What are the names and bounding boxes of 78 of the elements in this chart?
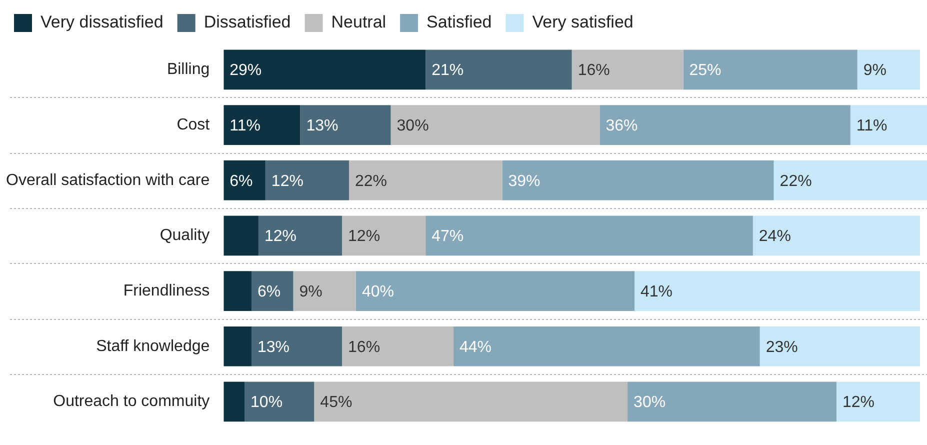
bar [224,50,426,90]
data-label: 11% [856,117,888,134]
data-label: 30% [396,117,429,134]
data-label: 22% [780,172,812,190]
data-label: 30% [634,394,666,412]
data-label: 12% [271,172,304,190]
data-label: 29% [230,62,262,80]
data-label: 24% [758,228,791,246]
data-label: 12% [348,228,380,246]
bar [224,326,252,366]
y-tick-label: Quality [160,227,210,244]
legend-label: Satisfied [426,12,492,32]
bar [502,160,774,200]
bar [314,382,628,422]
bar [426,50,572,90]
bar [752,216,920,256]
data-label: 47% [432,228,464,246]
data-label: 39% [508,172,540,190]
bar [628,382,836,422]
data-label: 16% [348,338,380,356]
data-label: 23% [766,338,798,356]
bar [683,50,858,90]
bar [224,382,245,422]
bar [342,326,454,366]
bar [453,326,760,366]
y-tick-label: Cost [176,116,210,134]
data-label: 41% [640,283,673,300]
data-label: 16% [578,62,610,80]
bar [348,160,502,200]
y-tick-label: Staff knowledge [96,338,210,355]
legend-label: Very satisfied [532,12,634,32]
data-label: 25% [689,62,722,80]
data-label: 45% [320,394,352,412]
data-label: 22% [354,172,388,190]
bar [244,382,314,422]
data-label: 13% [306,117,338,134]
y-tick-label: Friendliness [123,282,210,300]
data-label: 13% [257,338,290,356]
data-label: 9% [299,283,322,300]
bar [224,271,252,311]
bar [224,216,258,256]
y-tick-label: Overall satisfaction with care [6,172,210,189]
bar [356,271,635,311]
bar [426,216,753,256]
bar [850,105,927,145]
y-tick-label: Billing [166,61,210,78]
data-label: 6% [230,172,253,190]
data-label: 9% [863,62,886,80]
bar [251,271,294,311]
bar [342,216,426,256]
bar [774,160,927,200]
bar [300,105,391,145]
legend-label: Neutral [331,12,386,32]
bar [390,105,600,145]
y-tick-label: Outreach to commuity [53,393,210,410]
data-label: 6% [257,283,281,300]
bar [258,216,342,256]
bar [857,50,920,90]
data-label: 21% [432,62,464,80]
data-label: 12% [842,394,874,412]
bar [572,50,684,90]
data-label: 40% [362,283,394,300]
data-label: 12% [264,228,296,246]
bar [760,326,920,366]
bar [224,160,266,200]
bar [265,160,349,200]
bar [600,105,850,145]
data-label: 36% [606,117,638,134]
bar [224,105,300,145]
data-label: 11% [230,117,260,134]
bar [251,326,342,366]
bar [634,271,920,311]
bar [293,271,356,311]
data-label: 10% [250,394,283,412]
legend-label: Dissatisfied [204,12,291,32]
bar [836,382,920,422]
legend-label: Very dissatisfied [40,12,164,32]
data-label: 44% [459,338,492,356]
